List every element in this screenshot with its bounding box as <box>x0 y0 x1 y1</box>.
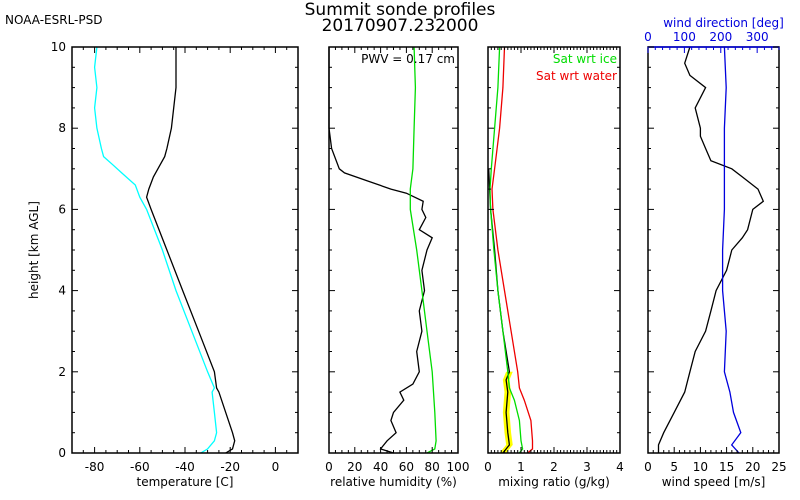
x2-tick-label: 200 <box>709 30 732 44</box>
x2-tick-label: 300 <box>746 30 769 44</box>
x-tick-label: 3 <box>583 460 591 474</box>
y-tick-label: 0 <box>58 446 66 460</box>
legend-entry: Sat wrt ice <box>553 52 617 66</box>
series-mixing-ratio <box>488 168 511 454</box>
panel-wind: 0 5 10 15 20 25 wind speed [m/s] 0 100 200 300wind… <box>644 16 786 489</box>
x-tick-label: 15 <box>719 460 734 474</box>
x-tick-label: 0 <box>272 460 280 474</box>
y-tick-label: 2 <box>58 365 66 379</box>
x-tick-label: 2 <box>550 460 558 474</box>
series-wind-speed <box>657 46 765 453</box>
x-tick-label: 40 <box>373 460 388 474</box>
y-tick-label: 4 <box>58 284 66 298</box>
x-tick-label: 100 <box>447 460 470 474</box>
plot-frame <box>647 46 780 454</box>
title-line1: Summit sonde profiles <box>305 0 496 20</box>
pwv-annotation: PWV = 0.17 cm <box>361 52 455 66</box>
series-wind-direction <box>721 46 742 454</box>
title-line2: 20170907.232000 <box>322 16 479 36</box>
y-tick-label: 6 <box>58 202 66 216</box>
org-label: NOAA-ESRL-PSD <box>5 13 102 27</box>
x-tick-label: 10 <box>693 460 708 474</box>
x-tick-label: -20 <box>220 460 240 474</box>
x-axis-label: temperature [C] <box>137 475 234 489</box>
y-tick-label: 10 <box>51 40 66 54</box>
plot-frame <box>71 46 299 454</box>
x2-axis-label: wind direction [deg] <box>663 16 784 30</box>
y-tick-label: 8 <box>58 121 66 135</box>
panel-temperature: 0 2 4 6 8 10 height [km AGL] -80 -60 -40 -20 0 tempe… <box>27 40 299 489</box>
y-axis-label: height [km AGL] <box>27 201 41 299</box>
panel-mixing_ratio: 0 1 2 3 4 mixing ratio (g/kg) Sat wrt ice Sat w… <box>484 46 624 489</box>
x-tick-label: 1 <box>517 460 525 474</box>
series-temperature <box>145 47 236 454</box>
x2-tick-label: 100 <box>673 30 696 44</box>
x-axis-label: relative humidity (%) <box>330 475 457 489</box>
x-tick-label: 60 <box>399 460 414 474</box>
x-tick-label: 4 <box>616 460 624 474</box>
x-tick-label: -80 <box>85 460 105 474</box>
series-rh-wrt-ice <box>409 46 437 454</box>
x-tick-label: 25 <box>771 460 786 474</box>
x-tick-label: -60 <box>130 460 150 474</box>
x-tick-label: 20 <box>347 460 362 474</box>
x-axis-label: mixing ratio (g/kg) <box>498 475 610 489</box>
plot-frame <box>328 46 459 454</box>
x-tick-label: 80 <box>425 460 440 474</box>
x-tick-label: 0 <box>325 460 333 474</box>
series-rh <box>328 47 434 454</box>
x-axis-label: wind speed [m/s] <box>662 475 766 489</box>
x-tick-label: -40 <box>175 460 195 474</box>
series-sat-wrt-water <box>491 46 534 454</box>
x-tick-label: 5 <box>670 460 678 474</box>
x-tick-label: 0 <box>644 460 652 474</box>
legend-entry: Sat wrt water <box>536 69 617 83</box>
x2-tick-label: 0 <box>644 30 652 44</box>
series-sat-wrt-ice <box>489 46 524 454</box>
series-dewpoint <box>93 46 218 454</box>
x-tick-label: 0 <box>484 460 492 474</box>
x-tick-label: 20 <box>745 460 760 474</box>
